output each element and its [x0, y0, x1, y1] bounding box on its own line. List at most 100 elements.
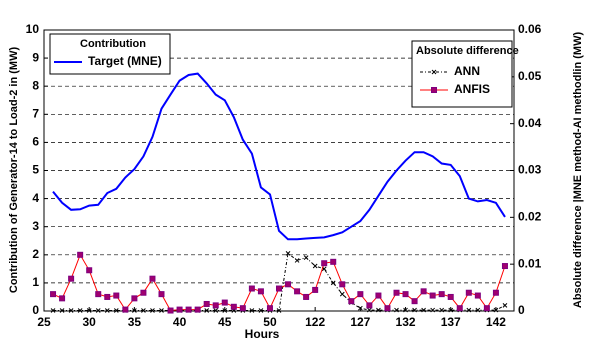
point [303, 255, 309, 260]
point [357, 291, 364, 298]
legend-title: Absolute difference [416, 45, 519, 57]
point [185, 306, 192, 313]
point [141, 308, 146, 313]
point [312, 286, 319, 293]
x-tick-label: 40 [173, 315, 187, 329]
legend-box [49, 33, 171, 75]
point [367, 307, 372, 313]
point [366, 302, 373, 309]
x-tick-label: 122 [305, 315, 325, 329]
y2-tick-label: 0.04 [518, 116, 542, 130]
point [411, 298, 418, 305]
point [276, 285, 282, 292]
y2-tick-label: 0.03 [518, 163, 542, 177]
y-tick-label: 7 [32, 106, 39, 120]
point [339, 281, 346, 288]
point [77, 308, 83, 313]
y2-tick-label: 0.02 [518, 210, 542, 224]
point [176, 306, 183, 313]
point [59, 295, 66, 302]
legend-label: ANN [454, 64, 480, 78]
point [258, 308, 264, 313]
point [122, 306, 129, 313]
point [375, 292, 382, 299]
point [159, 308, 164, 313]
point [456, 305, 463, 312]
point [430, 307, 436, 313]
point [203, 300, 210, 307]
point [104, 293, 111, 300]
point [132, 308, 137, 313]
point [330, 258, 337, 265]
point [439, 307, 445, 313]
point [249, 308, 255, 313]
point [285, 281, 292, 288]
point [104, 308, 110, 313]
point [402, 291, 409, 298]
point [50, 308, 56, 313]
point [95, 291, 102, 298]
y2-tick-label: 0.06 [518, 22, 542, 36]
point [330, 280, 336, 286]
y-tick-label: 8 [32, 78, 39, 92]
point [86, 267, 93, 274]
point [384, 305, 391, 312]
point [213, 308, 219, 313]
point [421, 307, 426, 313]
y-tick-label: 5 [32, 163, 39, 177]
point [493, 307, 499, 313]
point [312, 263, 318, 269]
legend-title: Contribution [80, 38, 146, 50]
point [276, 308, 282, 313]
point [95, 308, 101, 313]
point [248, 285, 255, 292]
point [212, 302, 219, 309]
legend-marker [431, 87, 437, 93]
point [204, 308, 210, 313]
point [285, 251, 291, 256]
point [339, 291, 345, 297]
legend-marker [431, 69, 437, 75]
point [483, 305, 490, 312]
point [438, 291, 445, 298]
y-tick-label: 0 [32, 303, 39, 317]
point [294, 258, 300, 263]
x-tick-label: 35 [128, 315, 142, 329]
point [50, 291, 57, 298]
y-tick-label: 4 [32, 191, 39, 205]
point [113, 292, 120, 299]
x-tick-label: 25 [37, 315, 51, 329]
y-tick-label: 1 [32, 275, 39, 289]
point [149, 275, 156, 282]
point [86, 308, 92, 313]
point [475, 307, 481, 313]
point [501, 263, 508, 270]
point [140, 289, 147, 296]
point [68, 308, 74, 313]
point [474, 292, 481, 299]
point [403, 307, 408, 313]
point [167, 307, 174, 314]
point [412, 307, 417, 313]
y2-tick-label: 0.01 [518, 256, 542, 270]
point [68, 275, 75, 282]
x-tick-label: 30 [83, 315, 97, 329]
point [420, 288, 427, 295]
point [321, 260, 328, 267]
point [502, 303, 508, 308]
x-axis-label: Hours [245, 327, 280, 341]
point [266, 305, 273, 312]
y-tick-label: 6 [32, 135, 39, 149]
y2-tick-label: 0.05 [518, 69, 542, 83]
y-tick-label: 10 [26, 22, 40, 36]
point [376, 307, 381, 313]
y2-axis-label: Absolute difference |MNE method-AI metho… [572, 32, 584, 309]
y-tick-label: 3 [32, 219, 39, 233]
point [348, 298, 355, 305]
legend-box [411, 40, 513, 108]
x-tick-label: 50 [263, 315, 277, 329]
point [492, 289, 499, 296]
x-tick-label: 132 [396, 315, 416, 329]
y2-tick-label: 0 [518, 303, 525, 317]
